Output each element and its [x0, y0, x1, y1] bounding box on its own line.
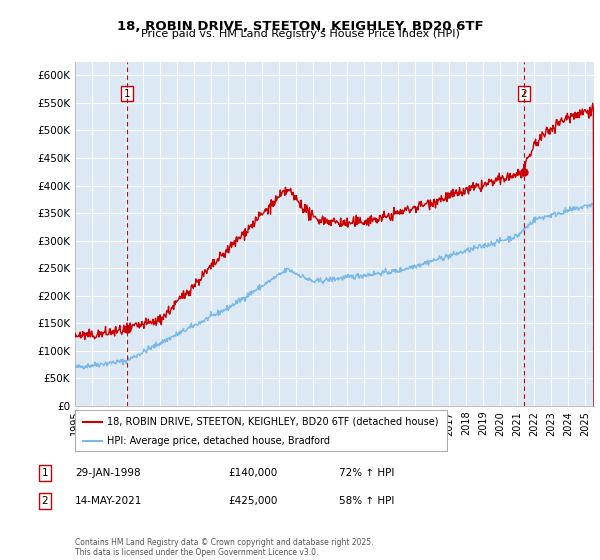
Text: HPI: Average price, detached house, Bradford: HPI: Average price, detached house, Brad… — [107, 436, 329, 446]
Text: Price paid vs. HM Land Registry's House Price Index (HPI): Price paid vs. HM Land Registry's House … — [140, 29, 460, 39]
Text: 72% ↑ HPI: 72% ↑ HPI — [339, 468, 394, 478]
Text: 2: 2 — [41, 496, 49, 506]
Text: 29-JAN-1998: 29-JAN-1998 — [75, 468, 140, 478]
Text: Contains HM Land Registry data © Crown copyright and database right 2025.
This d: Contains HM Land Registry data © Crown c… — [75, 538, 373, 557]
Text: 18, ROBIN DRIVE, STEETON, KEIGHLEY, BD20 6TF (detached house): 18, ROBIN DRIVE, STEETON, KEIGHLEY, BD20… — [107, 417, 438, 427]
Text: £140,000: £140,000 — [228, 468, 277, 478]
Text: 1: 1 — [41, 468, 49, 478]
Text: 14-MAY-2021: 14-MAY-2021 — [75, 496, 142, 506]
Text: 1: 1 — [124, 88, 131, 99]
Text: 18, ROBIN DRIVE, STEETON, KEIGHLEY, BD20 6TF: 18, ROBIN DRIVE, STEETON, KEIGHLEY, BD20… — [116, 20, 484, 32]
Text: £425,000: £425,000 — [228, 496, 277, 506]
Text: 58% ↑ HPI: 58% ↑ HPI — [339, 496, 394, 506]
Text: 2: 2 — [520, 88, 527, 99]
